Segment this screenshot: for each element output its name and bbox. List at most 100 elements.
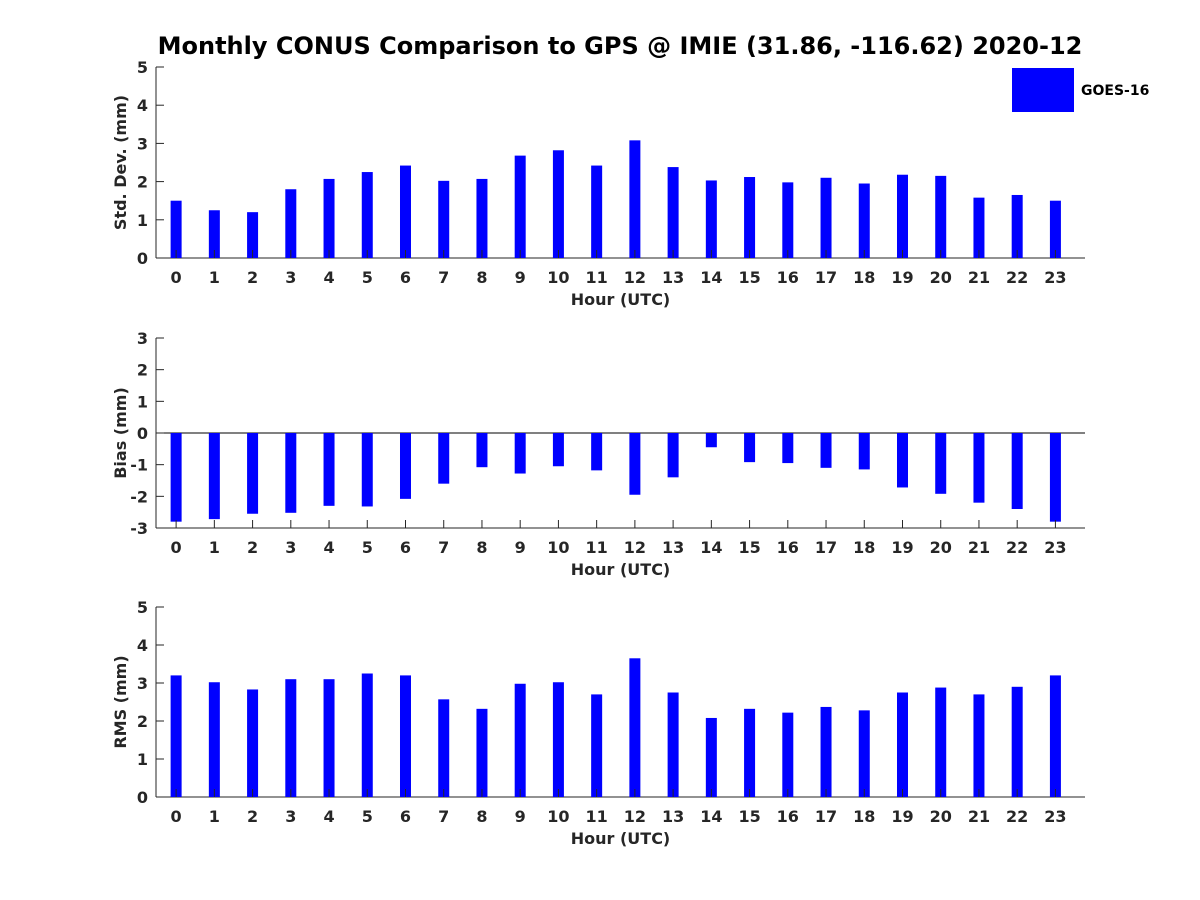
- x-tick-label: 8: [476, 538, 487, 557]
- x-tick-label: 1: [209, 268, 220, 287]
- x-tick-label: 19: [891, 268, 913, 287]
- x-tick-label: 12: [624, 807, 646, 826]
- bar-hour-17: [820, 433, 832, 468]
- bar-hour-5: [361, 673, 373, 797]
- bar-hour-5: [361, 172, 373, 258]
- x-tick-label: 0: [171, 807, 182, 826]
- x-tick-label: 20: [930, 538, 952, 557]
- y-tick-label: -3: [130, 519, 148, 538]
- bar-hour-13: [667, 433, 679, 478]
- x-tick-label: 13: [662, 268, 684, 287]
- bar-hour-8: [476, 708, 488, 797]
- bar-hour-20: [935, 433, 947, 494]
- x-tick-label: 22: [1006, 538, 1028, 557]
- x-tick-label: 13: [662, 807, 684, 826]
- x-tick-label: 2: [247, 538, 258, 557]
- bar-hour-21: [973, 197, 985, 258]
- y-tick-label: 0: [137, 249, 148, 268]
- x-tick-label: 6: [400, 268, 411, 287]
- x-tick-label: 6: [400, 807, 411, 826]
- x-axis-label: Hour (UTC): [571, 560, 671, 579]
- x-tick-label: 18: [853, 538, 875, 557]
- bar-hour-10: [552, 433, 564, 467]
- x-tick-label: 3: [285, 268, 296, 287]
- bar-hour-16: [782, 712, 794, 797]
- legend-swatch: [1012, 68, 1074, 112]
- bar-hour-15: [744, 177, 756, 258]
- y-tick-label: 4: [137, 636, 148, 655]
- y-axis-label: RMS (mm): [111, 655, 130, 748]
- bar-hour-12: [629, 658, 641, 797]
- x-tick-label: 11: [586, 268, 608, 287]
- bar-hour-12: [629, 433, 641, 495]
- x-tick-label: 1: [209, 807, 220, 826]
- bar-hour-14: [705, 433, 717, 448]
- x-tick-label: 1: [209, 538, 220, 557]
- bar-hour-18: [858, 433, 870, 470]
- x-tick-label: 7: [438, 807, 449, 826]
- x-tick-label: 9: [515, 268, 526, 287]
- bar-hour-11: [591, 694, 603, 797]
- x-tick-label: 6: [400, 538, 411, 557]
- y-tick-label: 3: [137, 329, 148, 348]
- bar-hour-11: [591, 165, 603, 258]
- x-tick-label: 12: [624, 268, 646, 287]
- x-tick-label: 7: [438, 538, 449, 557]
- x-tick-label: 17: [815, 538, 837, 557]
- x-tick-label: 8: [476, 268, 487, 287]
- x-tick-label: 15: [738, 538, 760, 557]
- bar-hour-20: [935, 687, 947, 797]
- bar-hour-4: [323, 178, 335, 258]
- bar-hour-18: [858, 710, 870, 797]
- bar-hour-14: [705, 717, 717, 797]
- bar-hour-22: [1011, 194, 1023, 258]
- bar-hour-2: [247, 433, 259, 514]
- x-tick-label: 15: [738, 268, 760, 287]
- x-tick-label: 11: [586, 807, 608, 826]
- x-tick-label: 9: [515, 538, 526, 557]
- bar-hour-13: [667, 167, 679, 258]
- bar-hour-1: [208, 682, 220, 797]
- x-tick-label: 21: [968, 807, 990, 826]
- bar-hour-14: [705, 180, 717, 258]
- y-tick-label: -2: [130, 487, 148, 506]
- bar-hour-16: [782, 182, 794, 258]
- y-tick-label: 5: [137, 58, 148, 77]
- bar-hour-17: [820, 706, 832, 797]
- y-tick-label: 4: [137, 96, 148, 115]
- x-tick-label: 16: [777, 268, 799, 287]
- bar-hour-0: [170, 433, 182, 522]
- y-tick-label: 1: [137, 392, 148, 411]
- bar-hour-1: [208, 210, 220, 258]
- x-tick-label: 18: [853, 268, 875, 287]
- y-tick-label: 5: [137, 598, 148, 617]
- x-tick-label: 22: [1006, 807, 1028, 826]
- x-tick-label: 18: [853, 807, 875, 826]
- bar-hour-17: [820, 177, 832, 258]
- x-tick-label: 12: [624, 538, 646, 557]
- bar-hour-2: [247, 689, 259, 797]
- legend-label: GOES-16: [1081, 83, 1149, 99]
- bar-hour-7: [438, 180, 450, 258]
- y-axis-label: Std. Dev. (mm): [111, 95, 130, 230]
- bar-hour-12: [629, 140, 641, 258]
- x-tick-label: 9: [515, 807, 526, 826]
- x-tick-label: 21: [968, 268, 990, 287]
- x-tick-label: 14: [700, 538, 722, 557]
- y-tick-label: 1: [137, 211, 148, 230]
- x-tick-label: 4: [323, 807, 334, 826]
- chart-title: Monthly CONUS Comparison to GPS @ IMIE (…: [158, 32, 1083, 60]
- bar-hour-20: [935, 175, 947, 258]
- x-tick-label: 10: [547, 268, 569, 287]
- bar-hour-9: [514, 155, 526, 258]
- bar-hour-1: [208, 433, 220, 520]
- x-tick-label: 23: [1044, 268, 1066, 287]
- x-tick-label: 11: [586, 538, 608, 557]
- bar-hour-22: [1011, 433, 1023, 509]
- bar-hour-13: [667, 692, 679, 797]
- bar-hour-3: [285, 433, 297, 513]
- x-axis-label: Hour (UTC): [571, 829, 671, 848]
